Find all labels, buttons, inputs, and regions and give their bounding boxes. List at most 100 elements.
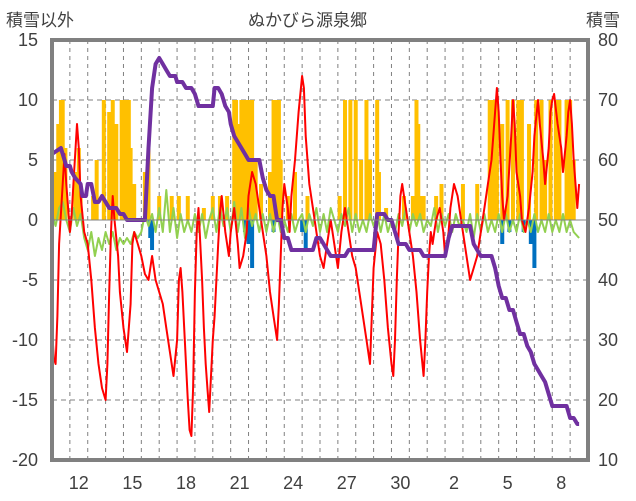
bar-mark bbox=[107, 112, 112, 220]
bar-mark bbox=[368, 160, 373, 220]
series-line bbox=[51, 75, 581, 437]
bar-mark bbox=[259, 184, 264, 220]
bar-mark bbox=[110, 100, 115, 220]
left-tick-label: -5 bbox=[22, 270, 38, 290]
bar-mark bbox=[507, 220, 512, 232]
bar-mark bbox=[250, 220, 255, 268]
bar-mark bbox=[201, 208, 206, 220]
bar-mark bbox=[348, 100, 353, 220]
bar-mark bbox=[169, 196, 174, 220]
bar-mark bbox=[123, 100, 128, 220]
bar-mark bbox=[128, 148, 133, 220]
bar-mark bbox=[543, 160, 548, 220]
x-tick-label: 21 bbox=[230, 473, 250, 493]
x-tick-label: 2 bbox=[449, 473, 459, 493]
left-tick-label: 5 bbox=[28, 150, 38, 170]
bar-mark bbox=[278, 160, 283, 220]
bar-mark bbox=[548, 100, 553, 220]
bar-mark bbox=[337, 196, 342, 220]
bar-mark bbox=[564, 100, 569, 220]
bar-mark bbox=[532, 220, 537, 268]
bar-mark bbox=[500, 124, 505, 220]
left-tick-label: 0 bbox=[28, 210, 38, 230]
right-tick-label: 30 bbox=[598, 330, 618, 350]
bar-mark bbox=[185, 196, 190, 220]
x-tick-label: 12 bbox=[69, 473, 89, 493]
bar-mark bbox=[101, 100, 106, 220]
bar-mark bbox=[94, 160, 99, 220]
bar-mark bbox=[273, 100, 278, 220]
left-tick-label: -20 bbox=[12, 450, 38, 470]
bar-mark bbox=[91, 196, 96, 220]
bar-mark bbox=[519, 100, 524, 220]
bar-mark bbox=[421, 196, 426, 220]
bar-mark bbox=[150, 220, 155, 250]
bar-mark bbox=[303, 220, 308, 250]
bar-mark bbox=[364, 100, 369, 220]
bar-mark bbox=[246, 220, 251, 244]
right-tick-label: 60 bbox=[598, 150, 618, 170]
bar-mark bbox=[375, 100, 380, 220]
x-tick-label: 18 bbox=[176, 473, 196, 493]
x-tick-label: 24 bbox=[283, 473, 303, 493]
bar-mark bbox=[56, 124, 61, 220]
bar-mark bbox=[487, 100, 492, 220]
chart-title: ぬかびら源泉郷 bbox=[248, 11, 367, 30]
bar-mark bbox=[53, 172, 58, 220]
bar-mark bbox=[439, 184, 444, 220]
bar-mark bbox=[491, 100, 496, 220]
x-tick-label: 5 bbox=[503, 473, 513, 493]
bar-mark bbox=[271, 220, 276, 232]
bar-mark bbox=[516, 100, 521, 220]
bar-mark bbox=[418, 196, 423, 220]
bar-mark bbox=[553, 100, 558, 220]
bar-mark bbox=[305, 196, 310, 220]
bar-mark bbox=[475, 184, 480, 220]
bar-mark bbox=[527, 124, 532, 220]
bar-mark bbox=[410, 196, 415, 220]
bar-mark bbox=[292, 172, 297, 220]
bar-mark bbox=[571, 160, 576, 220]
bar-mark bbox=[505, 100, 510, 220]
bar-mark bbox=[300, 220, 305, 232]
x-tick-label: 27 bbox=[337, 473, 357, 493]
plot-frame bbox=[50, 38, 590, 462]
bar-mark bbox=[343, 100, 348, 220]
right-tick-label: 40 bbox=[598, 270, 618, 290]
left-tick-label: -15 bbox=[12, 390, 38, 410]
bar-mark bbox=[119, 100, 124, 220]
right-tick-label: 20 bbox=[598, 390, 618, 410]
bar-mark bbox=[434, 196, 439, 220]
frame-layer bbox=[50, 38, 590, 462]
bar-mark bbox=[176, 196, 181, 220]
bar-mark bbox=[494, 100, 499, 220]
bar-mark bbox=[568, 100, 573, 220]
bar-mark bbox=[539, 100, 544, 220]
bar-mark bbox=[376, 172, 381, 220]
bar-mark bbox=[359, 160, 364, 220]
bar-mark bbox=[416, 124, 421, 220]
bar-mark bbox=[132, 184, 137, 220]
left-tick-label: -10 bbox=[12, 330, 38, 350]
right-tick-label: 10 bbox=[598, 450, 618, 470]
bar-mark bbox=[242, 220, 247, 232]
x-tick-label: 30 bbox=[390, 473, 410, 493]
bar-mark bbox=[239, 100, 244, 220]
bar-mark bbox=[242, 100, 247, 220]
bar-mark bbox=[460, 184, 465, 220]
bar-mark bbox=[234, 100, 239, 220]
bar-mark bbox=[510, 100, 515, 220]
left-axis-label: 積雪以外 bbox=[6, 11, 74, 30]
bar-mark bbox=[73, 172, 78, 220]
x-tick-label: 15 bbox=[122, 473, 142, 493]
bar-mark bbox=[353, 100, 358, 220]
x-tick-label: 8 bbox=[556, 473, 566, 493]
bar-mark bbox=[534, 100, 539, 220]
right-axis-label: 積雪 bbox=[586, 11, 620, 30]
right-tick-label: 50 bbox=[598, 210, 618, 230]
bar-mark bbox=[114, 124, 119, 220]
right-tick-label: 80 bbox=[598, 30, 618, 50]
